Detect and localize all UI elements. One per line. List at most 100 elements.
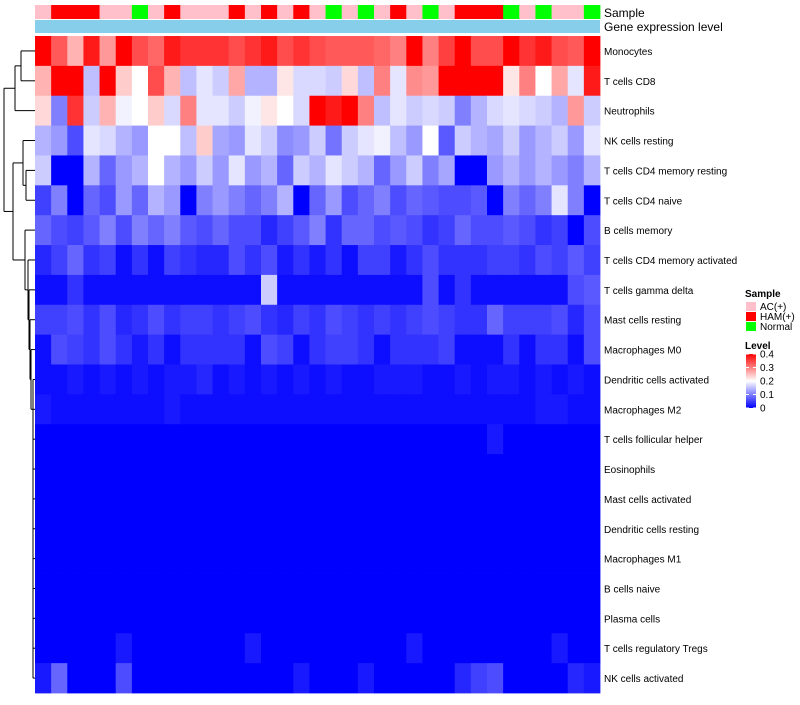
heatmap-cell [357,394,375,425]
heatmap-cell [438,543,456,574]
sample-annotation-cell [35,5,52,19]
row-label: Neutrophils [604,107,655,118]
heatmap-cell [131,394,149,425]
heatmap-cell [551,65,569,97]
level-tick-label: 0.1 [760,390,774,401]
heatmap-cell [406,603,423,634]
heatmap-cell [309,274,326,306]
heatmap-cell [131,603,149,634]
heatmap-cell [519,543,536,574]
sample-annotation-cell [357,5,375,19]
heatmap-cell [115,155,133,186]
heatmap-cell [67,155,84,186]
heatmap-cell [438,513,456,545]
heatmap-cell [99,663,117,694]
heatmap-cell [131,573,149,604]
heatmap-cell [519,633,536,664]
level-tick-label: 0.2 [760,377,774,388]
heatmap-cell [115,95,133,126]
heatmap-cell [67,215,84,246]
heatmap-cell [180,274,197,306]
heatmap-cell [212,155,230,186]
heatmap-cell [180,364,197,395]
heatmap-cell [519,304,536,336]
heatmap-cell [519,454,536,485]
heatmap-cell [470,274,488,306]
heatmap-cell [374,304,391,336]
heatmap-cell [51,215,68,246]
heatmap-cell [196,394,213,425]
heatmap-cell [341,454,359,485]
heatmap-cell [67,603,84,634]
heatmap-cell [470,424,488,455]
heatmap-cell [454,36,472,67]
heatmap-cell [164,155,181,186]
heatmap-cell [374,633,391,664]
heatmap-cell [212,513,230,545]
heatmap-cell [115,364,133,395]
heatmap-cell [454,125,472,156]
heatmap-cell [67,304,84,336]
heatmap-cell [341,364,359,395]
heatmap-cell [293,274,310,306]
heatmap-cell [228,663,246,694]
heatmap-cell [487,543,504,574]
heatmap-cell [131,65,149,97]
heatmap-cell [99,424,117,455]
heatmap-cell [148,304,165,336]
heatmap-cell [261,125,278,156]
heatmap-cell [567,603,585,634]
heatmap-cell [535,663,552,694]
heatmap-cell [470,513,488,545]
heatmap-cell [406,65,423,97]
heatmap-cell [35,603,52,634]
row-label: Mast cells activated [604,495,691,506]
heatmap-cell [293,483,310,515]
heatmap-cell [293,65,310,97]
heatmap-cell [535,633,552,664]
heatmap-cell [438,215,456,246]
heatmap-cell [261,215,278,246]
heatmap-cell [422,483,439,515]
heatmap-cell [180,573,197,604]
heatmap-cell [148,36,165,67]
heatmap-cell [228,394,246,425]
heatmap-cell [503,304,520,336]
heatmap-cell [438,185,456,216]
heatmap-cell [164,364,181,395]
heatmap-cell [99,573,117,604]
heatmap-cell [325,95,343,126]
heatmap-cell [83,663,100,694]
heatmap-cell [567,245,585,276]
heatmap-cell [261,483,278,515]
heatmap-cell [406,364,423,395]
heatmap-cell [406,394,423,425]
heatmap-cell [115,543,133,574]
heatmap-cell [390,304,407,336]
heatmap-cell [309,215,326,246]
heatmap-cell [148,663,165,694]
heatmap-cell [551,36,569,67]
heatmap-cell [309,663,326,694]
heatmap-cell [535,483,552,515]
heatmap-cell [454,245,472,276]
heatmap-cell [148,603,165,634]
row-label: T cells CD4 naive [604,196,683,207]
heatmap-cell [454,424,472,455]
heatmap-cell [406,185,423,216]
heatmap-cell [470,95,488,126]
heatmap-cell [196,543,213,574]
heatmap-cell [164,454,181,485]
sample-annotation-cell [470,5,488,19]
heatmap-cell [99,603,117,634]
heatmap-cell [583,36,601,67]
row-dendrogram [3,50,35,679]
heatmap-cell [567,65,585,97]
heatmap-cell [535,573,552,604]
heatmap-cell [325,334,343,365]
heatmap-cell [67,394,84,425]
sample-annotation-cell [180,5,197,19]
heatmap-cell [470,663,488,694]
heatmap-cell [228,483,246,515]
heatmap-cell [422,125,439,156]
